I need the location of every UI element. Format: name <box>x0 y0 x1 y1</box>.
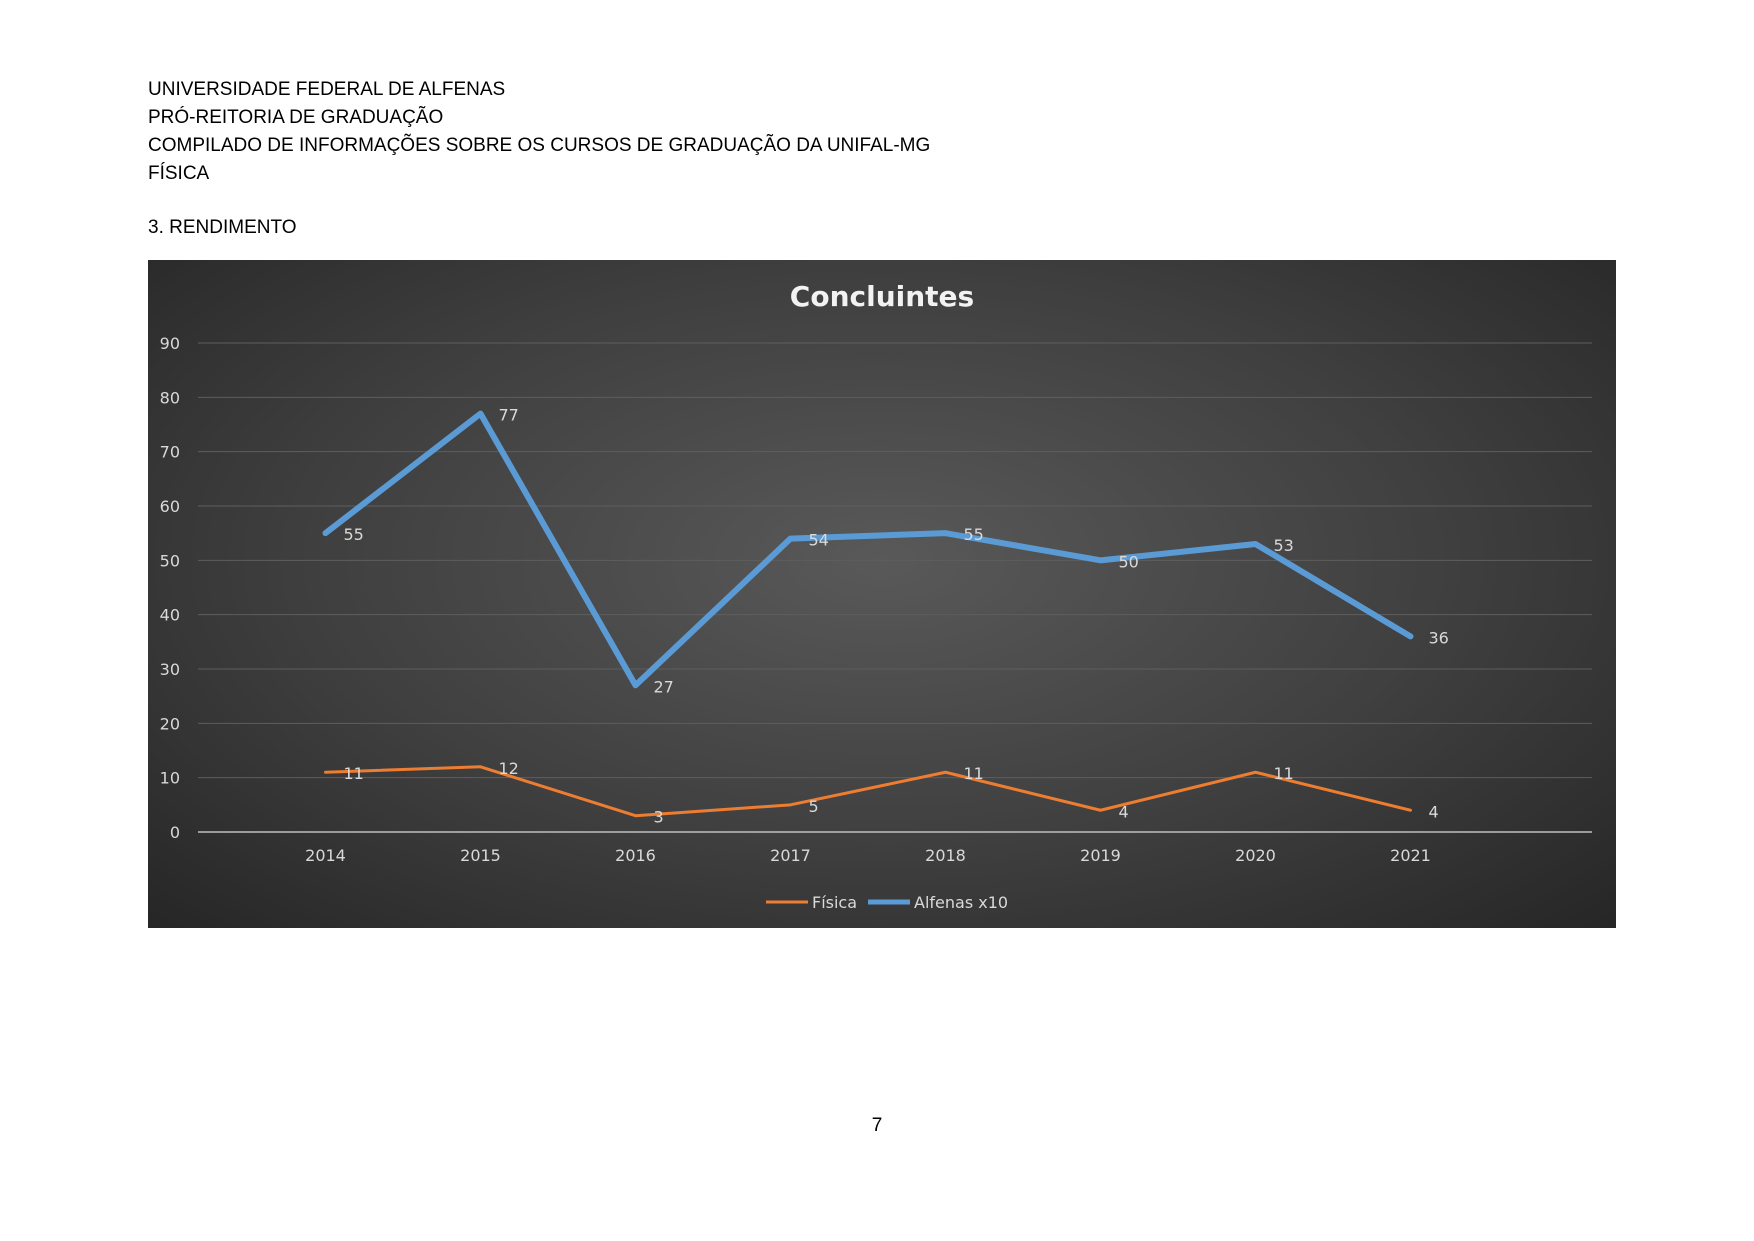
y-tick-label: 40 <box>160 606 180 625</box>
header-document-title: COMPILADO DE INFORMAÇÕES SOBRE OS CURSOS… <box>148 135 931 156</box>
data-label: 54 <box>809 531 829 550</box>
data-label: 4 <box>1429 802 1439 821</box>
chart-container: Concluintes 0 10 20 30 40 50 60 70 80 90 2014 2015… <box>148 260 1616 928</box>
data-label: 4 <box>1119 802 1129 821</box>
legend-label: Alfenas x10 <box>914 893 1008 912</box>
data-label: 5 <box>809 797 819 816</box>
data-label: 11 <box>1274 764 1294 783</box>
data-labels: 11 12 3 5 11 4 11 4 55 77 27 54 55 50 53 36 <box>344 406 1449 827</box>
y-tick-label: 20 <box>160 714 180 733</box>
x-tick-label: 2020 <box>1235 846 1276 865</box>
y-tick-label: 0 <box>170 823 180 842</box>
data-label: 27 <box>654 677 674 696</box>
series-line-fisica <box>324 765 1412 818</box>
series-line-alfenas <box>322 410 1414 689</box>
y-tick-label: 60 <box>160 497 180 516</box>
x-tick-label: 2019 <box>1080 846 1121 865</box>
data-label: 50 <box>1119 552 1139 571</box>
x-tick-label: 2021 <box>1390 846 1431 865</box>
document-header: UNIVERSIDADE FEDERAL DE ALFENAS PRÓ-REIT… <box>148 76 930 188</box>
data-label: 55 <box>964 525 984 544</box>
x-tick-label: 2016 <box>615 846 656 865</box>
y-tick-label: 30 <box>160 660 180 679</box>
x-tick-label: 2017 <box>770 846 811 865</box>
data-label: 12 <box>499 759 519 778</box>
series-lines <box>322 410 1414 818</box>
y-tick-label: 70 <box>160 443 180 462</box>
data-label: 11 <box>964 764 984 783</box>
y-tick-label: 80 <box>160 388 180 407</box>
y-tick-label: 10 <box>160 769 180 788</box>
header-course: FÍSICA <box>148 163 210 184</box>
x-tick-label: 2015 <box>460 846 501 865</box>
data-label: 55 <box>344 525 364 544</box>
data-label: 77 <box>499 406 519 425</box>
y-tick-label: 90 <box>160 334 180 353</box>
header-university: UNIVERSIDADE FEDERAL DE ALFENAS <box>148 79 506 100</box>
chart-title: Concluintes <box>790 280 974 313</box>
x-tick-label: 2018 <box>925 846 966 865</box>
y-tick-labels: 0 10 20 30 40 50 60 70 80 90 <box>160 334 180 842</box>
data-label: 36 <box>1429 628 1449 647</box>
grid-lines <box>198 342 1592 833</box>
page-number: 7 <box>871 1115 883 1136</box>
line-chart: Concluintes 0 10 20 30 40 50 60 70 80 90 2014 2015… <box>160 280 1592 912</box>
data-label: 53 <box>1274 536 1294 555</box>
legend: Física Alfenas x10 <box>766 893 1008 912</box>
data-label: 3 <box>654 808 664 827</box>
header-department: PRÓ-REITORIA DE GRADUAÇÃO <box>148 107 444 128</box>
x-tick-labels: 2014 2015 2016 2017 2018 2019 2020 2021 <box>305 846 1431 865</box>
section-title: 3. RENDIMENTO <box>148 217 297 238</box>
x-tick-label: 2014 <box>305 846 346 865</box>
legend-label: Física <box>812 893 857 912</box>
data-label: 11 <box>344 764 364 783</box>
y-tick-label: 50 <box>160 551 180 570</box>
